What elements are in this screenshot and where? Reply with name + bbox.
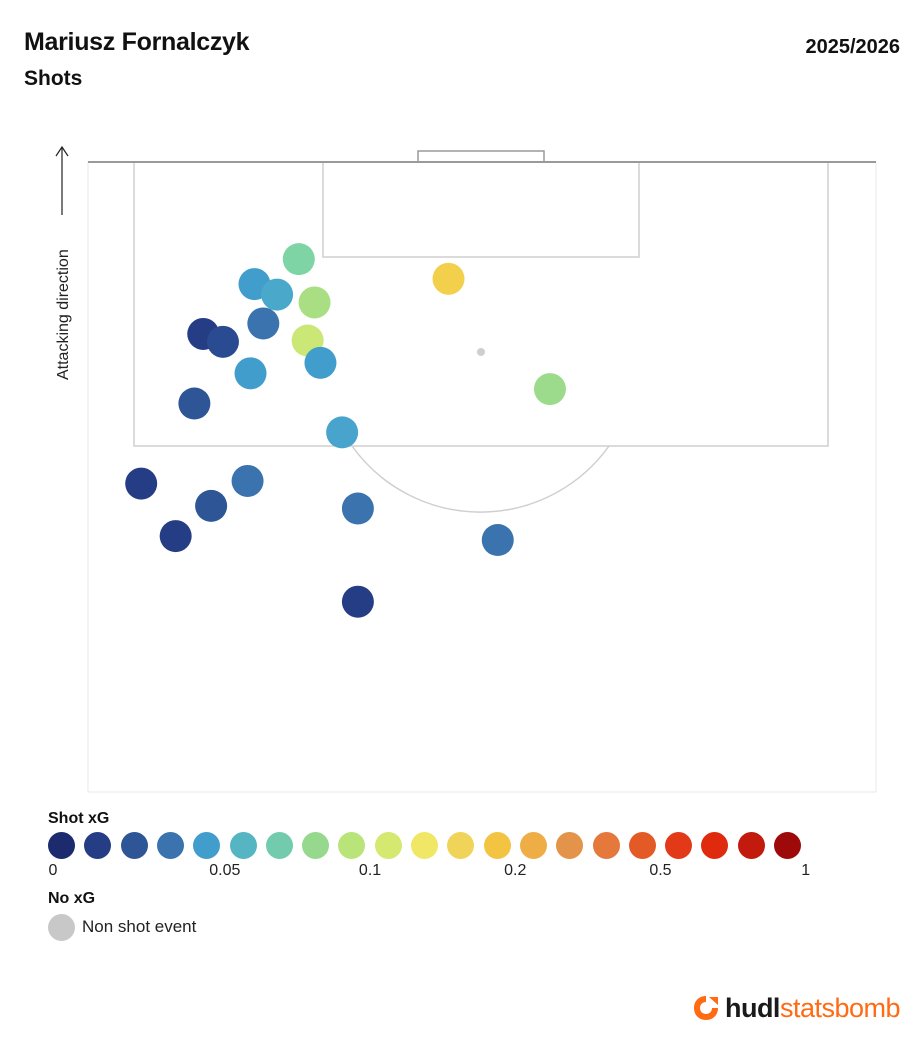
xg-tick-label: 0.2 bbox=[504, 862, 527, 879]
shot-point-8 bbox=[206, 325, 239, 358]
xg-swatch-13 bbox=[519, 832, 547, 859]
non-shot-event-swatch bbox=[48, 914, 75, 941]
xg-swatch-17 bbox=[665, 832, 693, 859]
xg-swatch-16 bbox=[628, 832, 656, 859]
player-name: Mariusz Fornalczyk bbox=[24, 28, 250, 56]
xg-swatch-7 bbox=[302, 832, 330, 859]
attacking-direction-arrow: Attacking direction bbox=[55, 145, 72, 380]
penalty-arc bbox=[351, 445, 610, 513]
xg-swatch-0 bbox=[48, 832, 75, 859]
shot-point-3 bbox=[261, 278, 294, 311]
six-yard-box bbox=[322, 161, 640, 258]
shot-point-1 bbox=[282, 243, 315, 276]
brand-part2: statsbomb bbox=[779, 993, 901, 1023]
shot-point-14 bbox=[326, 416, 359, 449]
shot-point-19 bbox=[159, 520, 192, 553]
shot-point-20 bbox=[481, 524, 514, 556]
xg-swatch-5 bbox=[229, 832, 257, 859]
shot-point-10 bbox=[304, 346, 337, 379]
non-shot-event-label: Non shot event bbox=[82, 917, 197, 936]
xg-swatch-18 bbox=[701, 832, 729, 859]
shot-point-12 bbox=[533, 373, 566, 406]
hudl-logo-icon bbox=[693, 996, 718, 1020]
xg-swatch-4 bbox=[193, 832, 221, 859]
xg-swatch-6 bbox=[265, 832, 293, 859]
shot-point-16 bbox=[231, 464, 264, 497]
noxg-legend-title: No xG bbox=[48, 890, 96, 907]
penalty-area bbox=[133, 161, 829, 447]
shot-point-21 bbox=[341, 585, 374, 618]
hudl-statsbomb-logo: hudlstatsbomb bbox=[691, 993, 901, 1023]
xg-tick-label: 1 bbox=[801, 862, 811, 879]
chart-subtitle: Shots bbox=[24, 67, 83, 90]
shot-point-6 bbox=[247, 307, 280, 340]
pitch bbox=[87, 150, 877, 793]
shot-point-13 bbox=[178, 387, 211, 420]
xg-tick-label: 0.1 bbox=[358, 862, 382, 879]
xg-swatch-10 bbox=[411, 832, 438, 859]
direction-arrow-head bbox=[55, 145, 69, 157]
shot-point-4 bbox=[298, 286, 331, 319]
xg-swatch-15 bbox=[592, 832, 620, 859]
shot-point-18 bbox=[341, 492, 374, 525]
xg-tick-label: 0 bbox=[48, 862, 58, 879]
season-label: 2025/2026 bbox=[805, 36, 900, 58]
brand-part1: hudl bbox=[724, 993, 780, 1023]
penalty-spot bbox=[477, 348, 485, 356]
xg-tick-label: 0.05 bbox=[209, 862, 241, 879]
shots-layer bbox=[125, 243, 566, 618]
shot-point-17 bbox=[195, 489, 228, 522]
xg-swatch-2 bbox=[120, 832, 148, 859]
direction-label: Attacking direction bbox=[55, 249, 72, 380]
xg-swatch-8 bbox=[338, 832, 366, 859]
shot-point-11 bbox=[234, 357, 267, 390]
xg-swatch-14 bbox=[556, 832, 584, 859]
goal bbox=[417, 150, 545, 163]
shot-point-5 bbox=[432, 262, 465, 295]
xg-swatch-9 bbox=[374, 832, 402, 859]
xg-swatch-19 bbox=[737, 832, 765, 859]
xg-swatch-20 bbox=[774, 832, 801, 859]
xg-swatch-1 bbox=[84, 832, 112, 859]
xg-legend-title: Shot xG bbox=[48, 810, 110, 827]
shot-point-15 bbox=[125, 467, 158, 500]
xg-swatch-3 bbox=[156, 832, 184, 859]
xg-tick-label: 0.5 bbox=[649, 862, 672, 879]
xg-swatch-12 bbox=[483, 832, 511, 859]
xg-swatch-11 bbox=[447, 832, 475, 859]
